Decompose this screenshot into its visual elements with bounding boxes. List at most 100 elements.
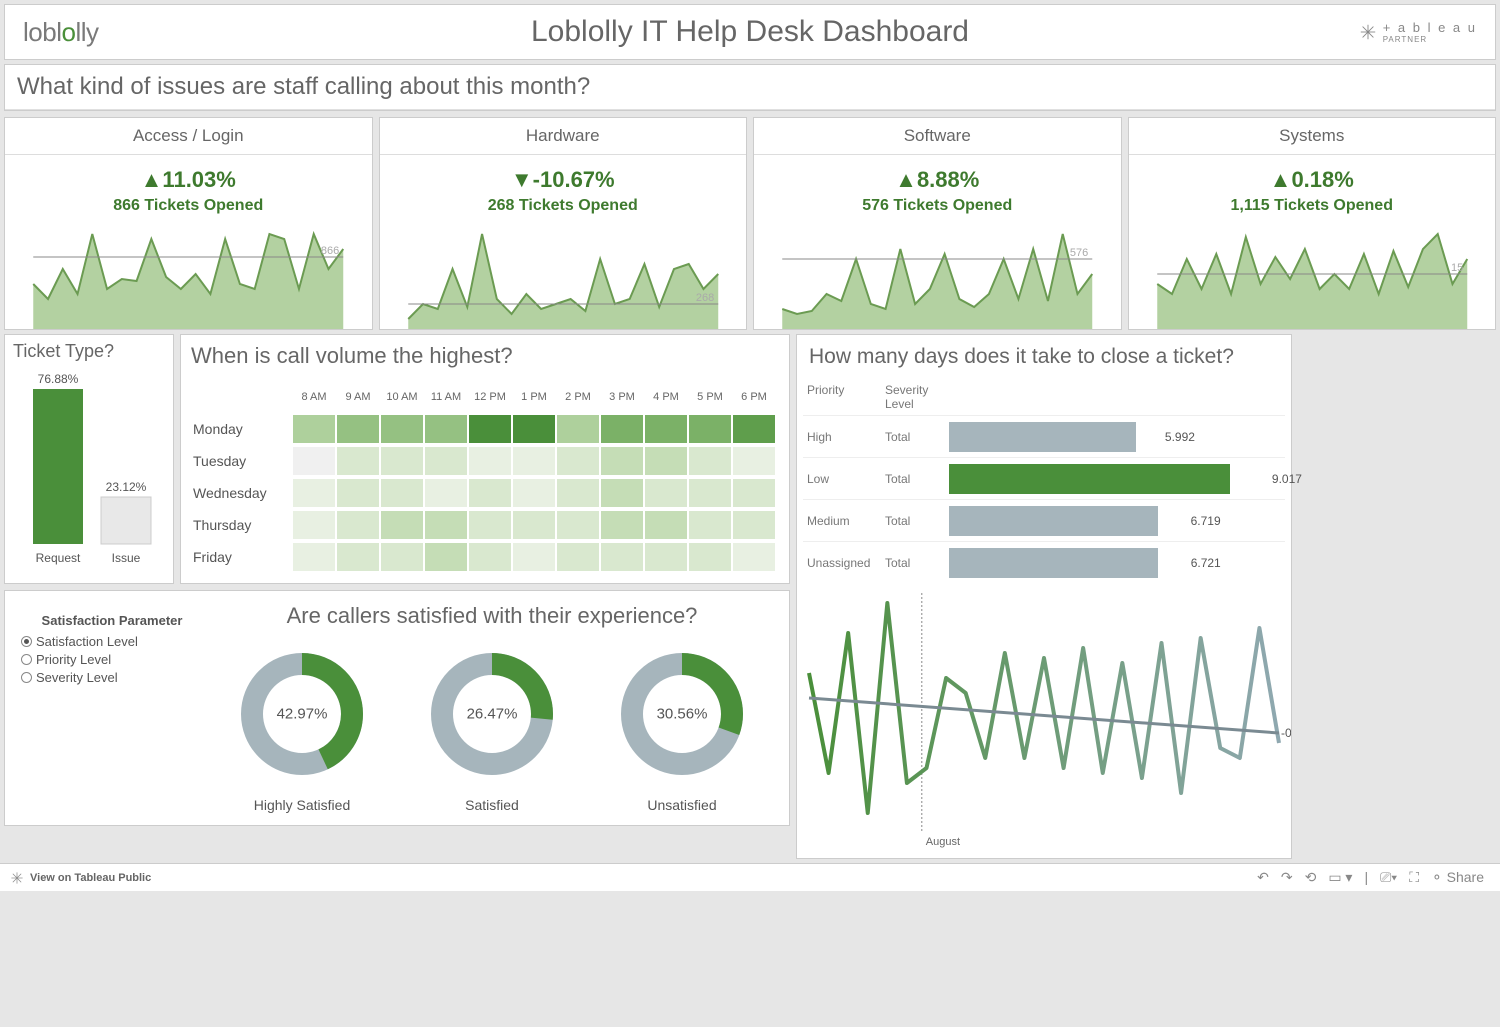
- heatmap-cell[interactable]: [425, 447, 467, 475]
- heatmap-cell[interactable]: [469, 511, 511, 539]
- heatmap-cell[interactable]: [293, 543, 335, 571]
- donut-Satisfied: 26.47% Satisfied: [427, 649, 557, 813]
- heatmap-cell[interactable]: [381, 479, 423, 507]
- heatmap-row: Wednesday: [187, 477, 783, 509]
- heatmap-cell[interactable]: [689, 479, 731, 507]
- heatmap-cell[interactable]: [557, 479, 599, 507]
- heatmap-cell[interactable]: [513, 479, 555, 507]
- heatmap-cell[interactable]: [337, 415, 379, 443]
- heatmap-cell[interactable]: [557, 447, 599, 475]
- satisfaction-radio[interactable]: Severity Level: [21, 670, 203, 685]
- close-table-row[interactable]: Medium Total 6.719: [803, 499, 1285, 541]
- heatmap-cell[interactable]: [381, 511, 423, 539]
- heatmap-cell[interactable]: [733, 511, 775, 539]
- issue-card-0[interactable]: Access / Login ▲11.03% 866 Tickets Opene…: [4, 117, 373, 330]
- issue-tickets: 576 Tickets Opened: [760, 197, 1115, 215]
- satisfaction-radio[interactable]: Priority Level: [21, 652, 203, 667]
- heatmap-cell[interactable]: [733, 543, 775, 571]
- heatmap-cell[interactable]: [381, 447, 423, 475]
- heatmap-cell[interactable]: [425, 511, 467, 539]
- heatmap-cell[interactable]: [733, 415, 775, 443]
- footer-tool-icon[interactable]: |: [1364, 869, 1368, 885]
- footer-tool-icon[interactable]: ⎚▾: [1380, 869, 1397, 885]
- satisfaction-radio[interactable]: Satisfaction Level: [21, 634, 203, 649]
- close-table-row[interactable]: Unassigned Total 6.721: [803, 541, 1285, 583]
- issue-sparkline: 866: [5, 219, 372, 329]
- issue-delta: ▲8.88%: [760, 167, 1115, 193]
- heatmap-cell[interactable]: [601, 479, 643, 507]
- close-ticket-title: How many days does it take to close a ti…: [797, 335, 1291, 379]
- heatmap-cell[interactable]: [733, 447, 775, 475]
- heatmap-cell[interactable]: [557, 511, 599, 539]
- heatmap-cell[interactable]: [645, 447, 687, 475]
- heatmap-cell[interactable]: [293, 479, 335, 507]
- heatmap-cell[interactable]: [469, 447, 511, 475]
- heatmap-cell[interactable]: [689, 447, 731, 475]
- ticket-type-title: Ticket Type?: [5, 335, 173, 368]
- heatmap-cell[interactable]: [645, 511, 687, 539]
- heatmap-cell[interactable]: [601, 415, 643, 443]
- heatmap-cell[interactable]: [689, 543, 731, 571]
- issue-card-label: Hardware: [380, 118, 747, 155]
- heatmap-cell[interactable]: [513, 543, 555, 571]
- heatmap-cell[interactable]: [601, 447, 643, 475]
- footer-tool-icon[interactable]: ↷: [1281, 869, 1293, 885]
- svg-text:866: 866: [321, 245, 339, 257]
- heatmap-cell[interactable]: [381, 415, 423, 443]
- issue-card-3[interactable]: Systems ▲0.18% 1,115 Tickets Opened 15: [1128, 117, 1497, 330]
- heatmap-cell[interactable]: [557, 543, 599, 571]
- header: loblolly Loblolly IT Help Desk Dashboard…: [4, 4, 1496, 60]
- issue-delta: ▲11.03%: [11, 167, 366, 193]
- footer-tool-icon[interactable]: ⟲: [1305, 869, 1317, 885]
- heatmap-cell[interactable]: [513, 447, 555, 475]
- heatmap-cell[interactable]: [645, 543, 687, 571]
- heatmap-cell[interactable]: [557, 415, 599, 443]
- close-ticket-panel: How many days does it take to close a ti…: [796, 334, 1292, 859]
- heatmap-cell[interactable]: [513, 511, 555, 539]
- heatmap-cell[interactable]: [293, 511, 335, 539]
- issue-tickets: 866 Tickets Opened: [11, 197, 366, 215]
- heatmap-cell[interactable]: [601, 543, 643, 571]
- heatmap-cell[interactable]: [381, 543, 423, 571]
- svg-text:76.88%: 76.88%: [38, 374, 79, 386]
- issue-sparkline: 15: [1129, 219, 1496, 329]
- heatmap-cell[interactable]: [425, 415, 467, 443]
- heatmap-row: Thursday: [187, 509, 783, 541]
- view-on-tableau-link[interactable]: View on Tableau Public: [30, 872, 151, 884]
- radio-icon: [21, 672, 32, 683]
- close-table-row[interactable]: High Total 5.992: [803, 415, 1285, 457]
- heatmap-cell[interactable]: [513, 415, 555, 443]
- heatmap-title: When is call volume the highest?: [181, 335, 789, 377]
- heatmap-cell[interactable]: [469, 415, 511, 443]
- heatmap-cell[interactable]: [337, 543, 379, 571]
- issue-card-label: Software: [754, 118, 1121, 155]
- heatmap-cell[interactable]: [601, 511, 643, 539]
- footer-tool-icon[interactable]: ⚬ Share: [1431, 869, 1484, 885]
- close-table-row[interactable]: Low Total 9.017: [803, 457, 1285, 499]
- issue-sparkline: 576: [754, 219, 1121, 329]
- heatmap-cell[interactable]: [689, 511, 731, 539]
- heatmap-cell[interactable]: [337, 447, 379, 475]
- heatmap-cell[interactable]: [293, 447, 335, 475]
- issue-card-2[interactable]: Software ▲8.88% 576 Tickets Opened 576: [753, 117, 1122, 330]
- footer-tool-icon[interactable]: ↶: [1257, 869, 1269, 885]
- heatmap-cell[interactable]: [645, 479, 687, 507]
- heatmap-cell[interactable]: [425, 479, 467, 507]
- radio-icon: [21, 654, 32, 665]
- issue-delta: ▲0.18%: [1135, 167, 1490, 193]
- heatmap-cell[interactable]: [645, 415, 687, 443]
- footer-tool-icon[interactable]: ⛶: [1409, 869, 1419, 885]
- footer-tool-icon[interactable]: ▭ ▾: [1328, 869, 1352, 885]
- heatmap-cell[interactable]: [469, 543, 511, 571]
- heatmap-cell[interactable]: [293, 415, 335, 443]
- heatmap-cell[interactable]: [425, 543, 467, 571]
- heatmap-cell[interactable]: [733, 479, 775, 507]
- issue-card-1[interactable]: Hardware ▼-10.67% 268 Tickets Opened 268: [379, 117, 748, 330]
- heatmap-row: Friday: [187, 541, 783, 573]
- heatmap-cell[interactable]: [469, 479, 511, 507]
- heatmap-panel: When is call volume the highest? 8 AM9 A…: [180, 334, 790, 584]
- heatmap-cell[interactable]: [337, 511, 379, 539]
- heatmap-cell[interactable]: [689, 415, 731, 443]
- donut-Unsatisfied: 30.56% Unsatisfied: [617, 649, 747, 813]
- heatmap-cell[interactable]: [337, 479, 379, 507]
